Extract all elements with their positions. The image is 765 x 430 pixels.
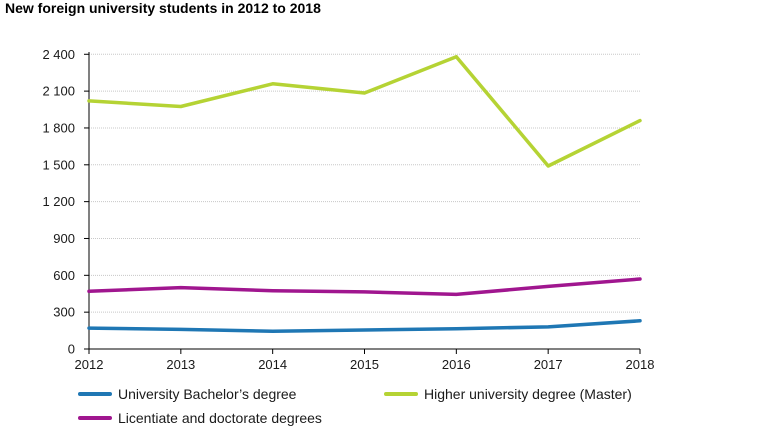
axes bbox=[84, 52, 641, 354]
series-lines bbox=[87, 54, 642, 333]
y-tick-label: 1 500 bbox=[42, 157, 75, 172]
x-tick-label: 2012 bbox=[75, 357, 104, 372]
y-tick-label: 1 800 bbox=[42, 120, 75, 135]
series-line-master bbox=[87, 54, 642, 168]
x-tick-label: 2015 bbox=[350, 357, 379, 372]
y-tick-label: 2 100 bbox=[42, 84, 75, 99]
x-tick-labels: 2012 2013 2014 2015 2016 2017 2018 bbox=[75, 357, 655, 372]
x-tick-label: 2017 bbox=[534, 357, 563, 372]
y-tick-label: 2 400 bbox=[42, 47, 75, 62]
series-line-licentiate bbox=[87, 277, 642, 297]
x-tick-label: 2016 bbox=[442, 357, 471, 372]
y-tick-labels: 0 300 600 900 1 200 1 500 1 800 2 100 2 400 bbox=[42, 47, 75, 357]
y-tick-label: 0 bbox=[68, 342, 75, 357]
series-line-bachelor bbox=[87, 319, 642, 333]
x-tick-label: 2018 bbox=[626, 357, 655, 372]
x-tick-label: 2013 bbox=[166, 357, 195, 372]
y-tick-label: 900 bbox=[53, 231, 75, 246]
y-tick-label: 600 bbox=[53, 268, 75, 283]
chart-title: New foreign university students in 2012 … bbox=[5, 0, 321, 16]
y-tick-label: 300 bbox=[53, 305, 75, 320]
y-tick-label: 1 200 bbox=[42, 194, 75, 209]
x-tick-label: 2014 bbox=[258, 357, 287, 372]
